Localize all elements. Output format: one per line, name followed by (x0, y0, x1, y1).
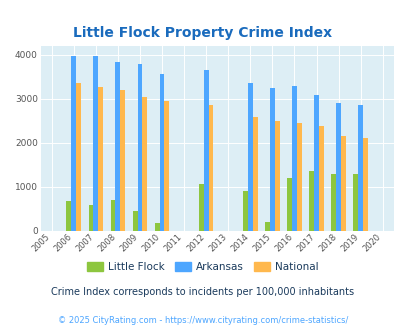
Bar (93, 56, 98, 231)
Bar (252, 116, 257, 231)
Bar (115, 62, 120, 231)
Bar (269, 88, 274, 231)
Bar (340, 136, 345, 231)
Text: Crime Index corresponds to incidents per 100,000 inhabitants: Crime Index corresponds to incidents per… (51, 287, 354, 297)
Bar (98, 87, 103, 231)
Bar (203, 70, 208, 231)
Bar (154, 223, 159, 231)
Bar (142, 97, 147, 231)
Bar (264, 222, 269, 231)
Bar (208, 105, 213, 231)
Bar (362, 138, 367, 231)
Bar (309, 171, 313, 231)
Bar (313, 95, 318, 231)
Bar (137, 64, 142, 231)
Bar (296, 123, 301, 231)
Bar (291, 86, 296, 231)
Bar (330, 174, 335, 231)
Bar (110, 200, 115, 231)
Bar (164, 101, 169, 231)
Bar (71, 56, 76, 231)
Bar (318, 126, 323, 231)
Bar (198, 184, 203, 231)
Text: Little Flock Property Crime Index: Little Flock Property Crime Index (73, 26, 332, 40)
Bar (243, 191, 247, 231)
Bar (286, 178, 291, 231)
Bar (274, 121, 279, 231)
Bar (66, 201, 71, 231)
Legend: Little Flock, Arkansas, National: Little Flock, Arkansas, National (83, 258, 322, 276)
Bar (159, 74, 164, 231)
Bar (76, 83, 81, 231)
Bar (132, 211, 137, 231)
Bar (352, 174, 357, 231)
Bar (335, 103, 340, 231)
Bar (247, 83, 252, 231)
Bar (120, 90, 125, 231)
Bar (88, 205, 93, 231)
Bar (357, 105, 362, 231)
Text: © 2025 CityRating.com - https://www.cityrating.com/crime-statistics/: © 2025 CityRating.com - https://www.city… (58, 315, 347, 325)
